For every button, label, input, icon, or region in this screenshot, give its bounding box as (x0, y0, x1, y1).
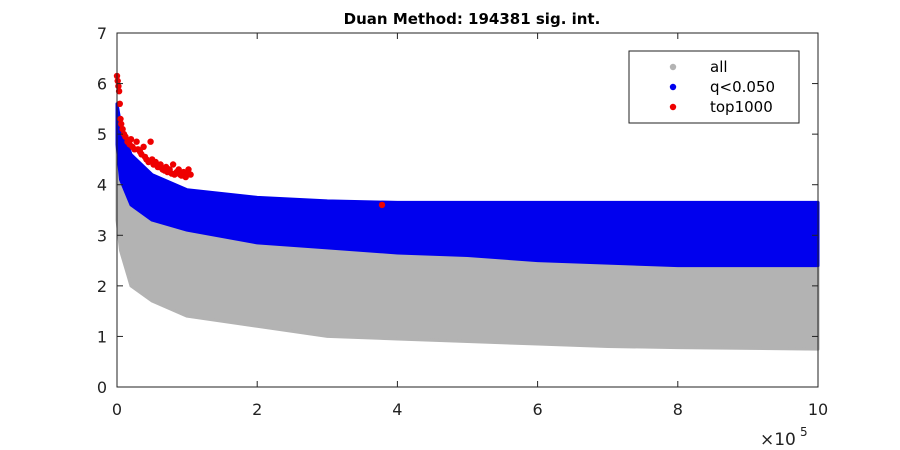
legend-label: top1000 (710, 98, 773, 116)
x-axis-multiplier-exponent: 5 (800, 425, 808, 439)
point-top1000 (152, 158, 159, 166)
y-tick-label: 6 (97, 75, 107, 94)
point-top1000 (187, 171, 194, 178)
y-tick-label: 1 (97, 327, 107, 346)
point-top1000 (185, 166, 192, 173)
point-top1000 (169, 161, 177, 168)
legend-label: all (710, 58, 728, 76)
chart-title: Duan Method: 194381 sig. int. (344, 10, 601, 28)
point-top1000 (147, 138, 154, 145)
legend-marker (669, 83, 677, 91)
y-tick-label: 2 (97, 277, 107, 296)
point-top1000 (119, 125, 126, 133)
y-tick-label: 4 (97, 176, 107, 195)
point-top1000 (378, 201, 386, 209)
point-top1000 (175, 166, 182, 173)
y-tick-label: 5 (97, 125, 107, 144)
x-tick-label: 0 (112, 400, 122, 419)
point-top1000 (140, 143, 147, 150)
point-top1000 (127, 136, 135, 143)
y-tick-label: 7 (97, 24, 107, 43)
point-top1000 (117, 115, 124, 123)
legend-marker (669, 63, 677, 71)
point-top1000 (122, 133, 129, 140)
axes-box (116, 32, 819, 388)
x-tick-label: 4 (392, 400, 402, 419)
x-tick-label: 2 (252, 400, 262, 419)
x-tick-label: 10 (808, 400, 828, 419)
point-top1000 (116, 100, 124, 108)
legend-label: q<0.050 (710, 78, 775, 96)
legend-marker (669, 103, 677, 111)
x-tick-label: 8 (673, 400, 683, 419)
point-top1000 (118, 120, 125, 128)
y-tick-label: 3 (97, 226, 107, 245)
x-axis-multiplier: ×10 (760, 430, 796, 450)
legend: all q<0.050 top1000 (628, 50, 800, 124)
point-top1000 (114, 77, 121, 85)
legend-box (628, 50, 800, 124)
y-tick-label: 0 (97, 378, 107, 397)
x-tick-label: 6 (533, 400, 543, 419)
point-top1000 (157, 161, 164, 168)
axes: 0 2 4 6 8 10 0 1 2 3 4 5 6 7 ×10 5 (97, 24, 828, 450)
point-top1000 (133, 138, 140, 145)
